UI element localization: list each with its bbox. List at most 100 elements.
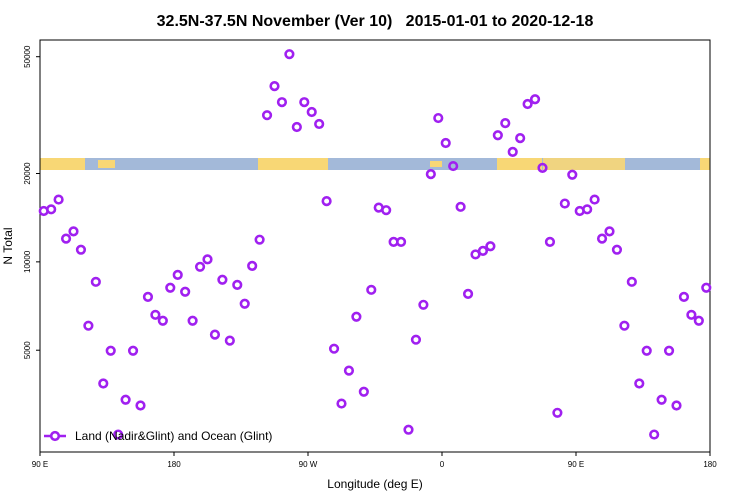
data-point [165, 282, 176, 293]
data-point [127, 345, 139, 356]
data-point [403, 424, 414, 435]
data-point [678, 291, 690, 302]
data-point [269, 81, 280, 92]
data-point [90, 276, 101, 287]
data-point [306, 106, 317, 118]
data-point [314, 118, 325, 130]
data-point [656, 394, 667, 405]
x-tick-label: 180 [703, 460, 717, 469]
data-point [395, 236, 407, 247]
data-point [433, 112, 444, 124]
data-point [440, 137, 451, 149]
data-point [75, 244, 87, 255]
data-point [515, 133, 526, 144]
data-point [649, 429, 660, 440]
data-point [425, 169, 436, 180]
data-point [187, 315, 198, 326]
data-point [180, 286, 191, 297]
data-point [626, 276, 637, 287]
data-point [261, 110, 273, 121]
data-point [194, 261, 206, 272]
data-point [53, 194, 64, 205]
data-point [113, 429, 124, 440]
land-ocean-strip [40, 158, 710, 170]
ocean-band [40, 158, 710, 170]
data-point [634, 378, 645, 389]
data-point [224, 335, 235, 346]
data-point [351, 311, 362, 322]
data-point [507, 146, 518, 157]
data-point [559, 198, 570, 209]
data-point [46, 204, 57, 215]
data-point [619, 320, 630, 331]
data-point [410, 334, 422, 345]
data-point [239, 298, 250, 309]
y-tick-label: 5000 [23, 341, 32, 359]
plot-frame [39, 39, 711, 453]
data-point [358, 386, 369, 397]
data-point [552, 407, 563, 418]
x-axis-label: Longitude (deg E) [327, 477, 422, 491]
data-point [663, 345, 675, 356]
data-point [604, 226, 615, 237]
y-axis-label: N Total [1, 227, 15, 264]
data-point [381, 205, 392, 216]
data-point [98, 378, 109, 389]
data-point [455, 201, 466, 212]
data-point [448, 160, 459, 172]
data-point [321, 196, 332, 207]
data-point [328, 343, 340, 354]
x-tick-label: 90 W [299, 460, 318, 469]
data-point [701, 282, 712, 293]
data-point [217, 274, 228, 285]
data-point [567, 169, 578, 180]
data-point [492, 130, 503, 141]
data-point [537, 162, 548, 173]
land-segment [40, 158, 85, 170]
data-point [135, 400, 146, 411]
data-point [68, 226, 79, 237]
data-point [202, 254, 213, 265]
data-point [336, 398, 347, 409]
data-point [522, 98, 533, 110]
data-point [232, 279, 243, 290]
land-segment [98, 160, 115, 168]
data-point [299, 97, 310, 108]
data-point [693, 315, 704, 326]
data-point [291, 121, 302, 133]
data-point [150, 309, 161, 320]
data-point [462, 288, 474, 299]
data-point [343, 365, 355, 376]
land-segment [258, 158, 328, 170]
data-point [366, 284, 377, 295]
x-tick-label: 180 [167, 460, 181, 469]
data-point [485, 241, 496, 252]
data-point [589, 194, 600, 205]
y-tick-label: 10000 [23, 250, 32, 273]
data-point [105, 345, 116, 356]
data-point [418, 299, 429, 310]
data-point [582, 204, 593, 215]
data-point [142, 291, 154, 302]
y-tick-label: 50000 [23, 45, 32, 68]
land-segment [700, 158, 710, 170]
data-point [686, 309, 697, 320]
data-point [247, 260, 258, 271]
data-point [209, 329, 221, 340]
data-point [172, 269, 183, 280]
data-point [544, 236, 556, 247]
data-point [477, 245, 489, 256]
data-point [529, 94, 541, 105]
y-tick-label: 20000 [23, 162, 32, 185]
data-point [641, 345, 652, 356]
land-segment [543, 158, 625, 170]
data-point [284, 49, 295, 60]
data-point [157, 315, 168, 326]
data-point [60, 233, 72, 244]
data-point [671, 400, 682, 411]
data-point [120, 394, 131, 405]
data-point [83, 320, 94, 331]
chart-title: 32.5N-37.5N November (Ver 10) 2015-01-01… [157, 13, 594, 30]
x-tick-label: 90 E [32, 460, 48, 469]
